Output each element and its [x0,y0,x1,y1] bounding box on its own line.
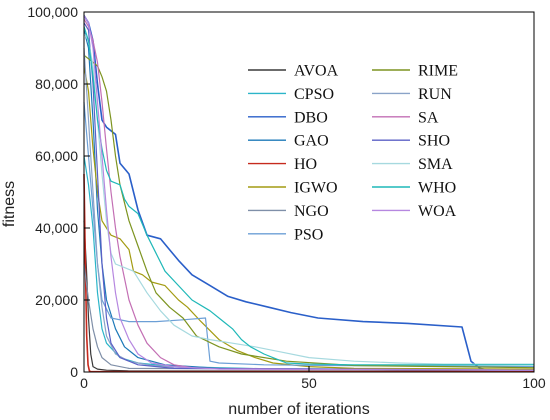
series-line-rime [83,54,535,369]
legend-label-who: WHO [418,180,456,197]
legend-label-sma: SMA [418,156,453,173]
legend-label-rime: RIME [418,63,458,80]
series-line-woa [83,15,535,371]
legend-label-woa: WOA [418,203,457,220]
legend-label-avoa: AVOA [294,63,339,80]
legend-label-gao: GAO [294,133,329,150]
legend-label-igwo: IGWO [294,180,338,197]
y-tick-label: 20,000 [35,292,78,308]
x-axis-label: number of iterations [228,401,369,418]
x-tick-label: 0 [80,375,88,391]
series-line-run [83,47,535,371]
series-line-who [83,26,534,366]
legend-label-sa: SA [418,109,439,126]
legend-label-cpso: CPSO [294,86,334,103]
y-tick-label: 60,000 [35,148,78,164]
y-tick-label: 100,000 [27,4,78,20]
y-tick-label: 80,000 [35,76,78,92]
x-tick-label: 100 [522,375,546,391]
legend-label-run: RUN [418,86,452,103]
legend: AVOA CPSO DBO GAO HO IGWO NGO PSO RIME RUN SA SHO SM… [248,63,458,243]
series-layer [83,15,535,373]
series-line-sa [83,18,535,371]
legend-label-ngo: NGO [294,203,329,220]
series-line-avoa [83,220,535,372]
legend-label-dbo: DBO [294,109,328,126]
y-tick-label: 0 [70,364,78,380]
y-tick-label: 40,000 [35,220,78,236]
series-line-ngo [83,263,535,371]
series-line-gao [83,29,535,371]
legend-label-ho: HO [294,156,317,173]
series-line-pso [83,101,535,368]
series-line-sma [83,33,534,365]
tick-layer: 0 50 100 0 20,000 40,000 60,000 80,000 100,000 [27,4,546,391]
y-axis-label: fitness [1,181,18,227]
x-tick-label: 50 [301,375,317,391]
legend-label-pso: PSO [294,226,323,243]
legend-label-sho: SHO [418,133,450,150]
